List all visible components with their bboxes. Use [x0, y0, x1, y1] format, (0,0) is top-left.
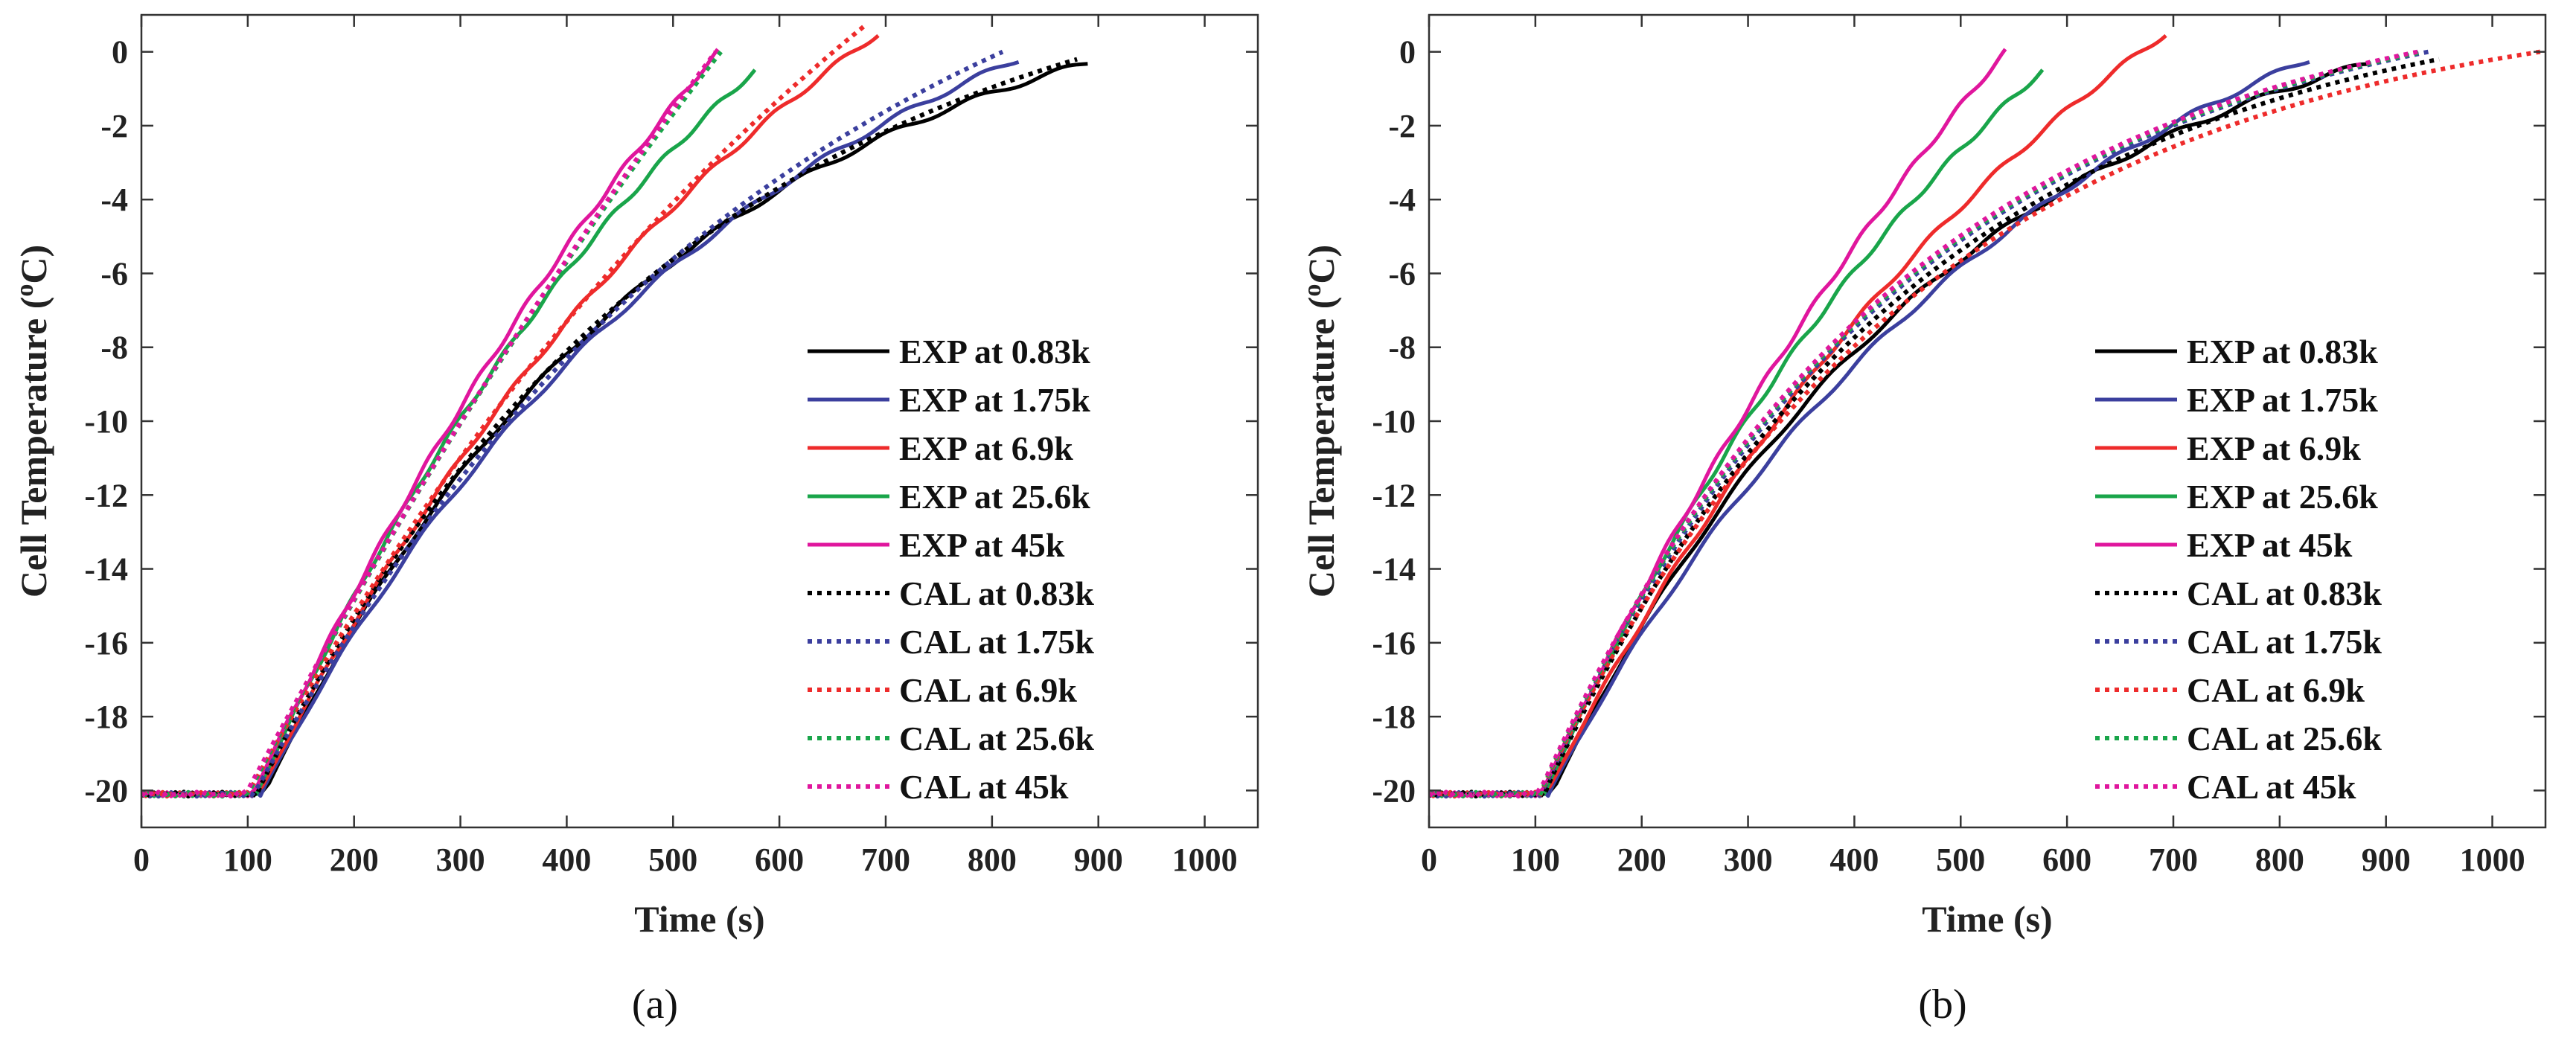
legend-entry: CAL at 0.83k [2187, 574, 2382, 612]
x-tick-label: 300 [436, 842, 485, 878]
legend-entry: CAL at 45k [2187, 768, 2356, 806]
legend-entry: CAL at 6.9k [2187, 671, 2365, 709]
y-tick-label: -4 [100, 182, 128, 218]
x-tick-label: 400 [1829, 842, 1879, 878]
x-tick-label: 0 [1421, 842, 1437, 878]
legend-entry: CAL at 25.6k [899, 720, 1094, 757]
y-tick-label: 0 [1399, 34, 1416, 71]
x-axis-label: Time (s) [634, 898, 764, 940]
legend-entry: EXP at 6.9k [2187, 429, 2361, 467]
y-tick-label: -20 [1372, 772, 1416, 809]
x-tick-label: 200 [1617, 842, 1666, 878]
legend: EXP at 0.83k EXP at 1.75k EXP at 6.9k EXP a… [808, 333, 1094, 806]
x-tick-label: 1000 [1172, 842, 1238, 878]
y-axis-label: Cell Temperature (oC) [1299, 245, 1342, 598]
y-tick-label: -20 [84, 772, 128, 809]
series-line [141, 24, 866, 799]
y-tick-label: -6 [1388, 255, 1416, 292]
y-tick-label: -18 [1372, 699, 1416, 735]
series-line [1429, 49, 2419, 799]
legend: EXP at 0.83k EXP at 1.75k EXP at 6.9k EXP a… [2095, 333, 2382, 806]
y-tick-label: -12 [84, 477, 128, 513]
y-tick-label: -18 [84, 699, 128, 735]
y-tick-label: -8 [100, 330, 128, 366]
series-line [141, 49, 1004, 799]
x-tick-label: 500 [648, 842, 697, 878]
legend-entry: EXP at 1.75k [2187, 381, 2378, 419]
y-tick-label: -4 [1388, 182, 1416, 218]
legend-entry: CAL at 6.9k [899, 671, 1077, 709]
legend-entry: EXP at 25.6k [899, 478, 1090, 516]
series-group [1429, 33, 2541, 799]
legend-entry: CAL at 45k [899, 768, 1069, 806]
y-tick-label: -14 [84, 551, 128, 588]
y-tick-label: -10 [84, 403, 128, 440]
series-line [141, 68, 757, 798]
x-tick-label: 600 [755, 842, 804, 878]
x-tick-label: 300 [1724, 842, 1773, 878]
series-group [141, 24, 1088, 799]
x-tick-label: 500 [1936, 842, 1985, 878]
x-tick-label: 600 [2042, 842, 2091, 878]
x-tick-label: 200 [330, 842, 379, 878]
chart-panel-a: (a) 0 100 200 300 400 500 600 700 800 900 1000 0 -2 -… [11, 13, 1259, 1028]
y-tick-label: 0 [112, 34, 128, 71]
y-tick-label: -12 [1372, 477, 1416, 513]
x-tick-label: 100 [223, 842, 272, 878]
y-tick-label: -16 [84, 625, 128, 661]
series-line [141, 57, 1078, 799]
x-tick-label: 700 [861, 842, 910, 878]
x-tick-label: 900 [1074, 842, 1123, 878]
series-line [141, 48, 720, 798]
y-tick-label: -14 [1372, 551, 1416, 588]
x-axis-label: Time (s) [1922, 898, 2052, 940]
series-line [1429, 48, 2007, 798]
series-line [141, 60, 1020, 798]
legend-entry: CAL at 25.6k [2187, 720, 2382, 757]
x-tick-label: 400 [542, 842, 591, 878]
legend-entry: CAL at 1.75k [2187, 623, 2382, 661]
x-tick-label: 1000 [2460, 842, 2525, 878]
legend-entry: EXP at 0.83k [2187, 333, 2378, 371]
legend-entry: EXP at 0.83k [899, 333, 1090, 371]
y-tick-label: -2 [1388, 108, 1416, 144]
y-tick-label: -6 [100, 255, 128, 292]
y-tick-label: -10 [1372, 403, 1416, 440]
series-line [141, 50, 723, 799]
y-tick-label: -2 [100, 108, 128, 144]
series-line [141, 50, 717, 799]
legend-entry: EXP at 25.6k [2187, 478, 2378, 516]
legend-entry: CAL at 0.83k [899, 574, 1094, 612]
chart-panel-b: (b) 0 100 200 300 400 500 600 700 800 900 1000 0 -2 -… [1299, 13, 2547, 1028]
x-tick-label: 800 [2255, 842, 2304, 878]
panel-label: (b) [1918, 981, 1966, 1028]
series-line [1429, 60, 2310, 798]
y-tick-label: -8 [1388, 330, 1416, 366]
legend-entry: EXP at 45k [2187, 526, 2353, 564]
legend-entry: EXP at 6.9k [899, 429, 1073, 467]
x-tick-label: 900 [2362, 842, 2411, 878]
legend-entry: EXP at 1.75k [899, 381, 1090, 419]
x-tick-label: 800 [968, 842, 1017, 878]
x-tick-label: 700 [2149, 842, 2198, 878]
legend-entry: CAL at 1.75k [899, 623, 1094, 661]
panel-label: (a) [632, 981, 678, 1028]
x-tick-label: 100 [1511, 842, 1560, 878]
y-axis-label: Cell Temperature (oC) [11, 245, 54, 598]
series-line [1429, 57, 2440, 799]
legend-entry: EXP at 45k [899, 526, 1065, 564]
series-line [1429, 68, 2045, 798]
x-tick-label: 0 [133, 842, 150, 878]
y-tick-label: -16 [1372, 625, 1416, 661]
